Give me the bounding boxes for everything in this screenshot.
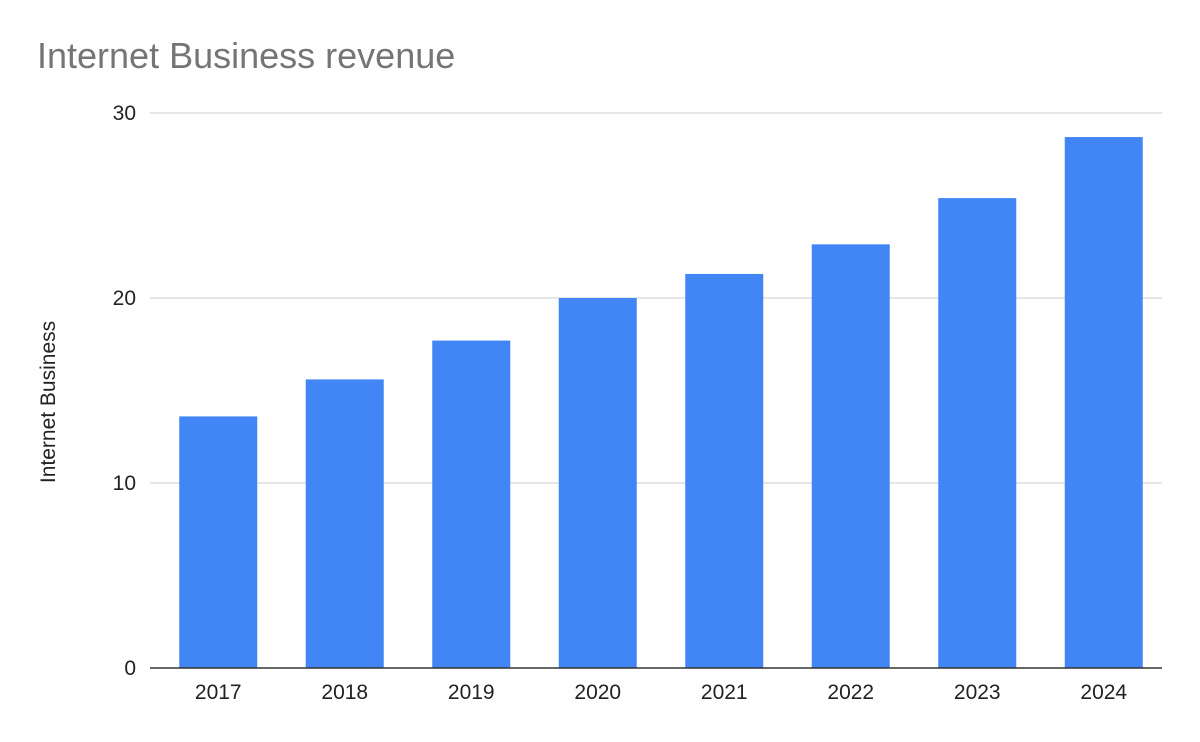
bars bbox=[179, 137, 1143, 669]
y-tick-label: 0 bbox=[124, 657, 136, 680]
bar-2018 bbox=[305, 379, 384, 668]
x-tick-label: 2021 bbox=[701, 681, 748, 704]
x-tick-label: 2019 bbox=[448, 681, 495, 704]
x-tick-label: 2023 bbox=[954, 681, 1001, 704]
x-tick-label: 2024 bbox=[1080, 681, 1127, 704]
y-axis-label: Internet Business bbox=[37, 321, 60, 483]
bar-2020 bbox=[558, 298, 637, 668]
y-axis-ticks: 0 10 20 30 bbox=[113, 102, 136, 680]
bar-2024 bbox=[1064, 137, 1143, 669]
x-axis-ticks: 2017 2018 2019 2020 2021 2022 2023 2024 bbox=[195, 681, 1128, 704]
chart-title: Internet Business revenue bbox=[37, 35, 455, 76]
bar-2021 bbox=[685, 273, 764, 668]
x-tick-label: 2022 bbox=[827, 681, 874, 704]
x-tick-label: 2020 bbox=[574, 681, 621, 704]
bar-2019 bbox=[432, 340, 511, 668]
x-tick-label: 2017 bbox=[195, 681, 242, 704]
x-tick-label: 2018 bbox=[321, 681, 368, 704]
y-tick-label: 10 bbox=[113, 472, 136, 495]
bar-2022 bbox=[811, 244, 890, 668]
y-tick-label: 20 bbox=[113, 287, 136, 310]
bar-2017 bbox=[179, 416, 258, 668]
y-tick-label: 30 bbox=[113, 102, 136, 125]
bar-2023 bbox=[938, 198, 1017, 668]
